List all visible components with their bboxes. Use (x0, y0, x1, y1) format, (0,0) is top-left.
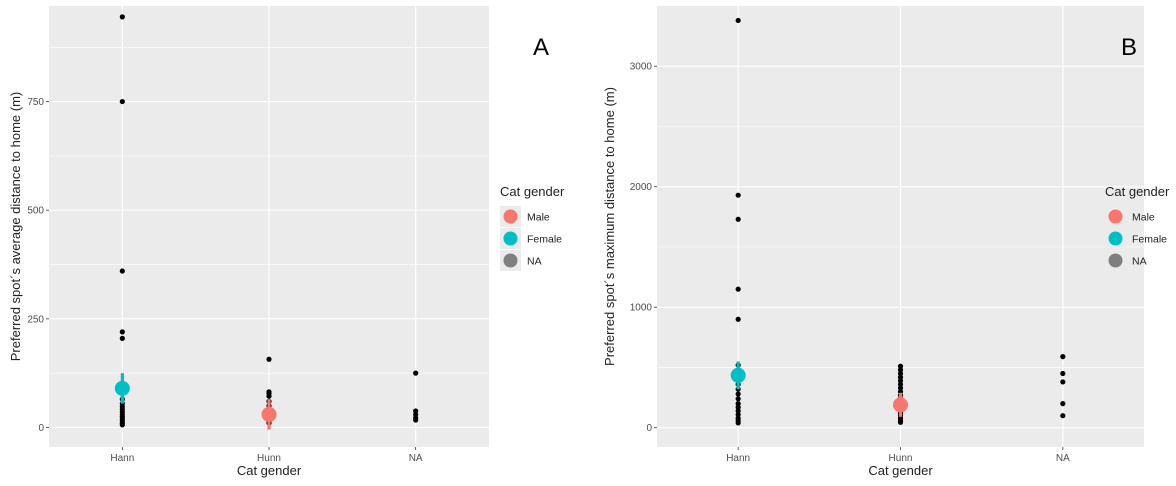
data-point (735, 401, 741, 407)
y-tick-label: 500 (27, 206, 44, 217)
summary-mean-point (893, 397, 908, 413)
data-point (119, 98, 125, 105)
data-point (413, 417, 419, 423)
data-point (897, 381, 904, 387)
x-tick-label: Hunn (257, 453, 281, 464)
panel-label: A (533, 34, 549, 61)
legend-title: Cat gender (1105, 184, 1170, 199)
x-axis-title: Cat gender (868, 463, 933, 478)
data-point (735, 316, 741, 322)
summary-mean-point (261, 406, 277, 422)
data-point (119, 329, 125, 335)
legend-label: Male (527, 212, 550, 224)
legend-label: Male (1132, 212, 1155, 224)
y-tick-label: 0 (38, 423, 44, 434)
legend-label: NA (527, 256, 542, 268)
chart-panel-a: 0 250 500 750 Hann Hunn NA Cat gender Preferred … (8, 6, 565, 478)
data-point (1060, 370, 1066, 377)
panel-label: B (1121, 34, 1137, 61)
data-point (1060, 413, 1066, 419)
data-point (897, 385, 904, 391)
legend-label: Female (527, 234, 562, 246)
data-point (735, 404, 741, 410)
y-axis-title: Preferred spot´s average distance to hom… (8, 92, 23, 362)
x-tick-label: NA (409, 453, 423, 464)
y-axis-title: Preferred spot´s maximum distance to hom… (602, 87, 617, 366)
x-tick-label: NA (1056, 453, 1070, 464)
data-point (735, 286, 741, 292)
legend-key-dot (1108, 209, 1123, 224)
legend-key-dot (503, 209, 518, 224)
legend-key-dot (503, 231, 518, 246)
data-point (735, 192, 741, 198)
legend-title: Cat gender (500, 184, 565, 199)
data-point (897, 367, 904, 373)
data-point (413, 370, 419, 376)
x-tick-label: Hann (726, 453, 750, 464)
data-point (735, 216, 741, 222)
summary-mean-point (114, 380, 130, 396)
y-tick-label: 3000 (630, 62, 653, 73)
data-point (735, 408, 741, 414)
legend-label: NA (1132, 256, 1147, 268)
y-tick-label: 750 (27, 97, 44, 108)
data-point (266, 393, 272, 399)
data-point (735, 420, 741, 426)
data-point (897, 378, 904, 384)
data-point (119, 268, 125, 274)
chart-panel-b: 0 1000 2000 3000 Hann Hunn NA Cat gender Preferr… (602, 6, 1170, 478)
x-tick-label: Hann (110, 453, 134, 464)
data-point (735, 411, 741, 418)
data-point (119, 14, 125, 20)
data-point (735, 17, 741, 24)
x-tick-label: Hunn (889, 453, 913, 464)
data-point (119, 422, 125, 428)
data-point (1060, 379, 1066, 385)
y-tick-label: 250 (27, 314, 44, 325)
y-tick-label: 2000 (630, 182, 653, 193)
data-point (735, 396, 741, 402)
x-axis-title: Cat gender (237, 463, 302, 478)
legend-label: Female (1132, 234, 1167, 246)
legend-key-dot (1108, 253, 1123, 268)
data-point (119, 335, 125, 341)
summary-mean-point (730, 367, 746, 383)
legend: Cat gender Male Female NA (1105, 184, 1170, 271)
data-point (735, 391, 741, 397)
legend-key-dot (503, 253, 518, 268)
y-tick-label: 1000 (630, 303, 653, 314)
data-point (897, 363, 904, 369)
data-point (897, 370, 904, 377)
legend: Cat gender Male Female NA (500, 184, 565, 271)
data-point (897, 374, 904, 380)
data-point (1060, 354, 1066, 360)
legend-key-dot (1108, 231, 1123, 246)
data-point (1060, 401, 1066, 407)
data-point (897, 419, 904, 425)
y-tick-label: 0 (646, 423, 652, 434)
data-point (266, 356, 272, 362)
